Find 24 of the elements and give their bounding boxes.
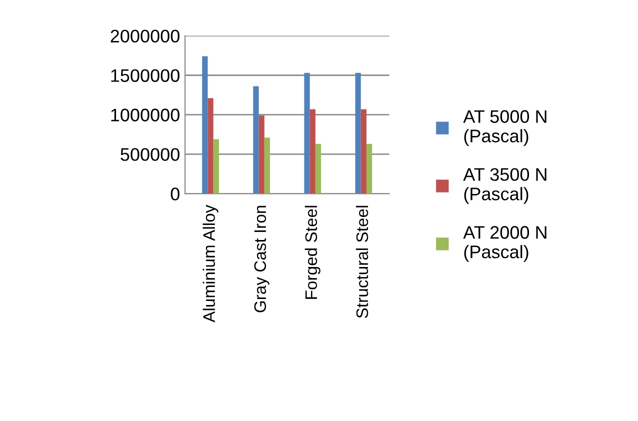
bar [315,144,322,194]
bar [202,56,208,194]
y-tick-label: 0 [170,188,180,200]
x-tick-label: Gray Cast Iron [254,206,270,312]
bar [208,98,214,194]
y-tick-label: 1500000 [111,69,180,82]
bar [310,109,316,194]
bar [360,109,366,194]
y-tick-label: 500000 [120,148,180,161]
bar [355,72,361,194]
legend-label: AT 2000 N (Pascal) [463,226,546,262]
x-tick-label: Structural Steel [356,206,368,318]
legend-label: AT 3500 N (Pascal) [463,168,546,204]
x-tick-label: Aluminium Alloy [202,204,218,322]
bar [213,139,219,194]
bar [366,144,372,194]
bar [304,72,310,194]
legend-label: AT 5000 N (Pascal) [463,110,546,146]
bar [253,86,259,194]
bar [264,138,270,194]
bar [258,116,264,194]
y-tick-label: 1000000 [111,108,180,122]
y-tick-label: 2000000 [110,30,180,43]
x-tick-label: Forged Steel [304,206,320,299]
